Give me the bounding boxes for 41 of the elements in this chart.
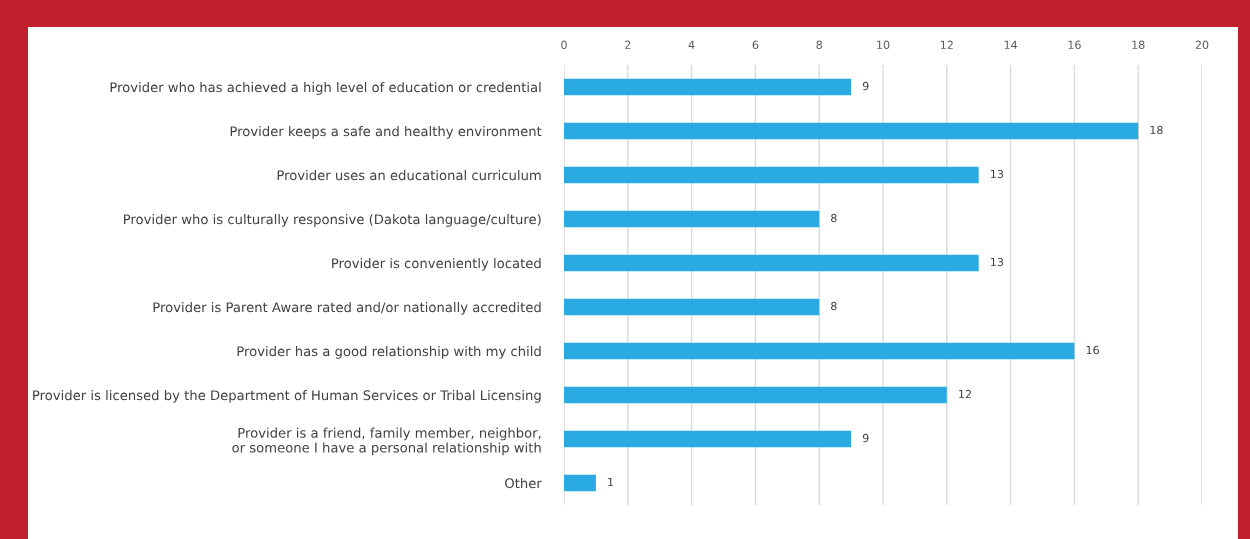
x-tick-label: 2 xyxy=(625,40,631,49)
bar xyxy=(564,166,979,184)
y-tick-label: Provider keeps a safe and healthy environment xyxy=(230,125,542,139)
x-tick-label: 6 xyxy=(752,40,759,49)
bar xyxy=(564,210,820,228)
x-tick-label: 18 xyxy=(1132,40,1145,49)
bar xyxy=(564,342,1075,360)
y-tick-label: Provider is a friend, family member, neighbor, or someone I have a personal relationship with xyxy=(232,427,541,456)
data-label: 9 xyxy=(862,433,869,443)
y-tick-label: Provider is conveniently located xyxy=(332,257,541,271)
y-tick-label: Provider uses an educational curriculum xyxy=(277,169,541,181)
x-tick-label: 10 xyxy=(877,40,890,49)
data-label: 13 xyxy=(991,257,1004,267)
y-tick-label: Provider has a good relationship with my child xyxy=(237,345,541,359)
bar xyxy=(564,122,1139,140)
bar xyxy=(564,430,852,448)
x-tick-label: 16 xyxy=(1068,40,1081,49)
x-tick-label: 20 xyxy=(1195,40,1209,49)
y-tick-label: Provider who is culturally responsive (Dakota language/culture) xyxy=(123,213,541,227)
data-label: 9 xyxy=(862,81,869,91)
data-label: 8 xyxy=(831,301,837,311)
y-tick-label: Other xyxy=(505,477,542,489)
y-tick-label: Provider is Parent Aware rated and/or nationally accredited xyxy=(153,301,541,315)
x-tick-label: 14 xyxy=(1004,40,1018,49)
x-tick-label: 4 xyxy=(688,40,695,49)
bar xyxy=(564,474,596,492)
data-label: 12 xyxy=(959,389,971,399)
bar xyxy=(564,386,947,404)
data-label: 8 xyxy=(831,213,837,223)
x-tick-label: 0 xyxy=(561,40,567,49)
y-tick-label: Provider who has achieved a high level of education or credential xyxy=(110,81,541,95)
bar xyxy=(564,254,979,272)
bar xyxy=(564,298,820,316)
data-label: 1 xyxy=(608,477,614,487)
data-label: 13 xyxy=(991,169,1004,179)
x-tick-label: 12 xyxy=(940,40,953,49)
data-label: 16 xyxy=(1086,345,1099,355)
x-tick-label: 8 xyxy=(816,40,822,49)
data-label: 18 xyxy=(1150,125,1163,135)
y-tick-label: Provider is licensed by the Department of Human Services or Tribal Licensing xyxy=(33,389,541,403)
bar xyxy=(564,78,852,96)
